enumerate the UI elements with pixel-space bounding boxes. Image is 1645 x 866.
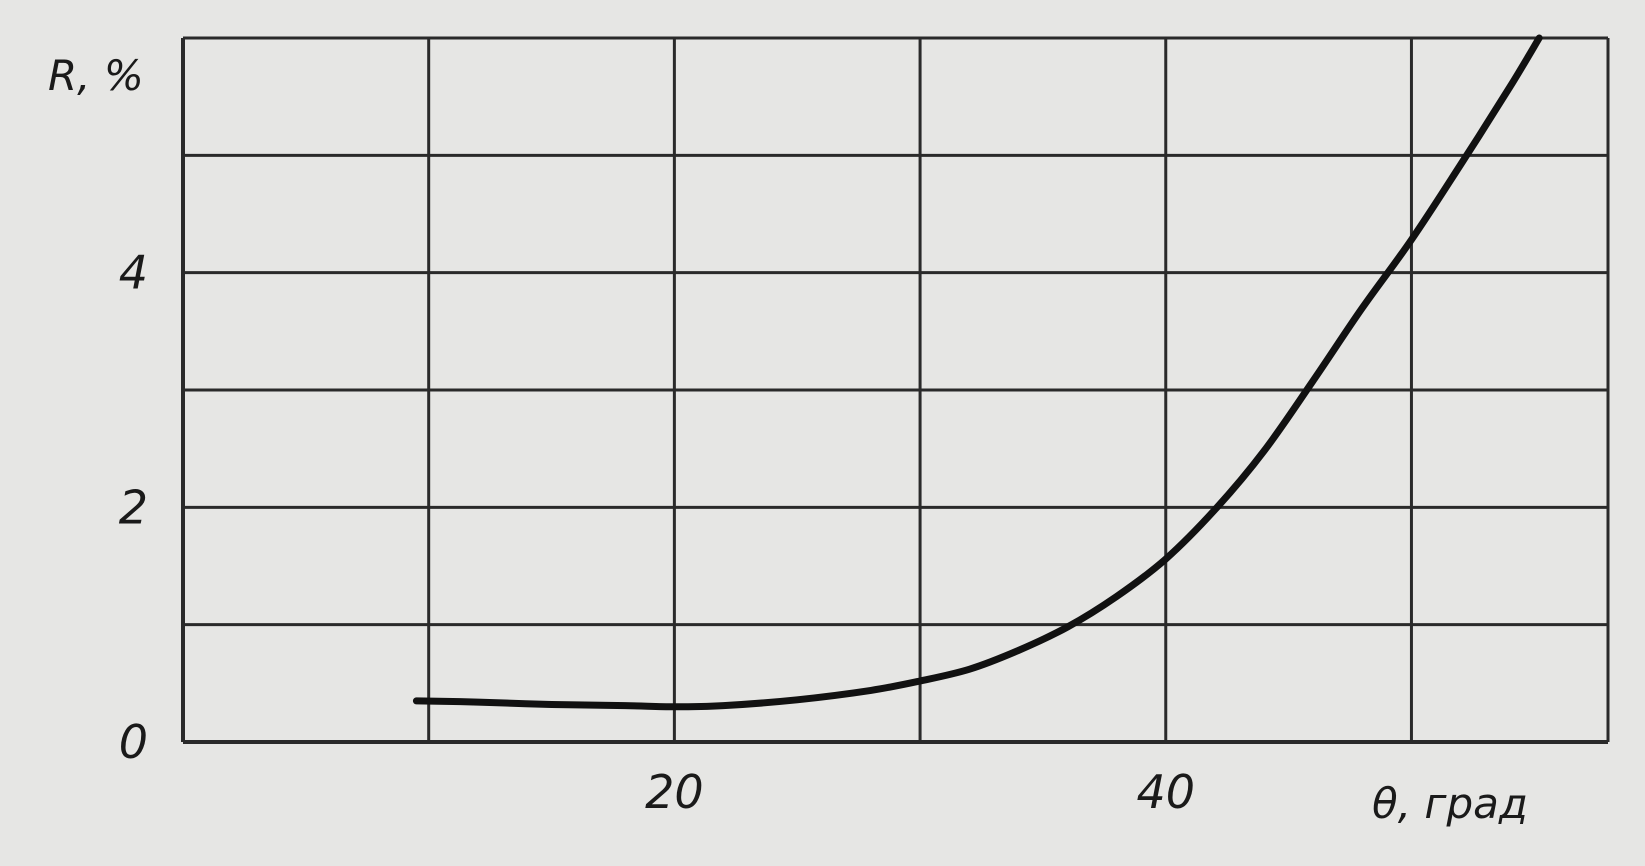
tick-labels: 20 40 0 2 4 <box>119 246 1195 819</box>
x-tick-label: 40 <box>1136 765 1195 819</box>
y-tick-label: 2 <box>119 480 148 534</box>
series-line <box>412 34 1543 711</box>
x-axis-label: θ, град <box>1372 779 1528 828</box>
y-axis-label: R, % <box>48 51 144 100</box>
y-tick-label: 4 <box>119 246 148 300</box>
y-tick-label: 0 <box>119 715 148 769</box>
grid <box>181 36 1610 744</box>
x-tick-label: 20 <box>645 765 704 819</box>
